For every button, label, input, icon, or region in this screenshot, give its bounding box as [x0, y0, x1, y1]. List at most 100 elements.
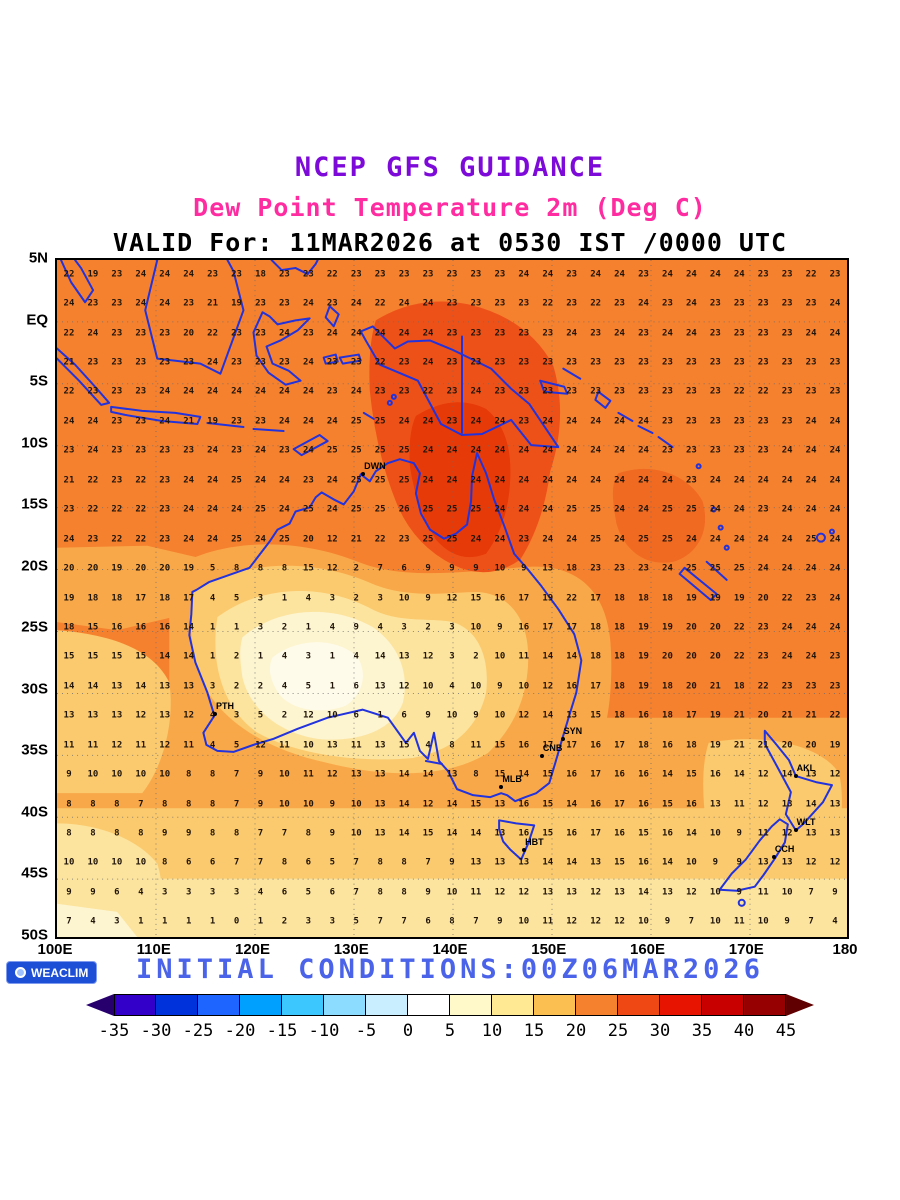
grid-value: 25	[326, 445, 338, 456]
grid-value: 15	[87, 651, 99, 662]
grid-value: 24	[805, 504, 817, 515]
grid-value: 12	[422, 651, 434, 662]
nz-north-island	[763, 729, 833, 832]
grid-value: 1	[209, 651, 216, 662]
colorbar-segment	[744, 994, 786, 1016]
grid-value: 24	[446, 475, 458, 486]
grid-value: 20	[302, 534, 314, 545]
grid-value: 24	[255, 475, 266, 486]
grid-value: 19	[111, 563, 123, 574]
grid-value: 23	[87, 534, 99, 545]
x-axis-label: 170E	[728, 941, 764, 958]
grid-value: 25	[685, 563, 697, 574]
grid-value: 17	[135, 593, 147, 603]
grid-value: 13	[183, 681, 195, 692]
station-label: DWN	[364, 461, 386, 472]
grid-value: 23	[805, 298, 817, 309]
grid-value: 15	[542, 828, 554, 839]
grid-value: 24	[566, 416, 578, 427]
grid-value: 23	[470, 328, 482, 339]
grid-value: 23	[757, 504, 769, 515]
grid-value: 22	[757, 681, 769, 692]
grid-value: 23	[446, 269, 458, 280]
x-axis-label: 100E	[37, 941, 73, 958]
grid-value: 22	[111, 504, 123, 515]
grid-value: 16	[614, 828, 625, 839]
grid-value: 6	[425, 916, 431, 927]
grid-value: 10	[638, 916, 649, 927]
grid-value: 23	[183, 357, 195, 368]
grid-value: 23	[494, 357, 506, 368]
grid-value: 19	[231, 298, 242, 309]
grid-value: 8	[185, 799, 192, 810]
grid-value: 23	[422, 269, 434, 280]
grid-value: 23	[757, 445, 769, 456]
grid-value: 23	[518, 534, 530, 545]
grid-value: 24	[638, 298, 649, 309]
grid-value: 20	[757, 710, 769, 721]
y-axis-label: 15S	[21, 495, 48, 513]
weaclim-logo-text: WEACLIM	[31, 965, 89, 980]
grid-value: 1	[329, 681, 336, 692]
grid-value: 15	[494, 740, 506, 751]
grid-value: 24	[446, 445, 458, 456]
grid-value: 13	[111, 681, 123, 692]
grid-value: 25	[446, 534, 458, 545]
grid-value: 10	[757, 916, 769, 927]
grid-value: 18	[566, 563, 578, 574]
grid-value: 24	[805, 475, 817, 486]
grid-value: 15	[614, 857, 625, 868]
initial-conditions-text: INITIAL CONDITIONS:00Z06MAR2026	[136, 954, 764, 985]
grid-value: 22	[542, 298, 554, 309]
grid-value: 4	[209, 710, 216, 721]
station-label: MLB	[502, 773, 522, 784]
grid-value: 23	[781, 328, 793, 339]
sumatra-coastline	[57, 347, 111, 406]
colorbar-segment	[618, 994, 660, 1016]
grid-value: 24	[422, 298, 434, 309]
grid-value: 19	[638, 622, 649, 633]
grid-value: 24	[685, 269, 697, 280]
grid-value: 13	[159, 681, 171, 692]
grid-value: 9	[473, 710, 479, 721]
grid-value: 24	[829, 622, 841, 633]
grid-value: 16	[614, 769, 625, 780]
colorbar-tick-label: 0	[402, 1021, 414, 1041]
grid-value: 16	[638, 857, 649, 868]
grid-value: 25	[805, 534, 817, 545]
grid-value: 23	[231, 269, 242, 280]
grid-value: 23	[805, 357, 817, 368]
grid-value: 3	[329, 916, 336, 927]
grid-value: 22	[87, 475, 99, 486]
grid-value: 23	[135, 416, 147, 427]
grid-value: 14	[422, 769, 434, 780]
grid-value: 12	[302, 710, 314, 721]
grid-value: 24	[183, 386, 195, 397]
grid-value: 3	[233, 887, 240, 898]
bougainville	[594, 390, 612, 409]
grid-value: 13	[805, 769, 817, 780]
grid-value: 1	[209, 916, 216, 927]
grid-value: 13	[374, 740, 386, 751]
grid-value: 1	[257, 651, 264, 662]
grid-value: 23	[159, 357, 171, 368]
grid-value: 13	[614, 887, 625, 898]
grid-value: 24	[685, 298, 697, 309]
grid-value: 12	[446, 593, 458, 603]
grid-value: 17	[542, 740, 554, 751]
grid-value: 14	[135, 681, 147, 692]
grid-value: 25	[422, 504, 434, 515]
grid-value: 25	[590, 504, 602, 515]
grid-value: 1	[233, 622, 240, 633]
grid-value: 20	[135, 563, 147, 574]
grid-value: 24	[781, 534, 793, 545]
grid-value: 6	[353, 681, 359, 692]
x-axis-label: 140E	[432, 941, 468, 958]
grid-value: 8	[305, 828, 312, 839]
coastlines	[57, 260, 835, 907]
grid-value: 11	[757, 828, 769, 839]
grid-value: 5	[353, 916, 359, 927]
grid-value: 13	[781, 857, 793, 868]
grid-value: 10	[470, 681, 482, 692]
grid-value: 24	[207, 357, 219, 368]
